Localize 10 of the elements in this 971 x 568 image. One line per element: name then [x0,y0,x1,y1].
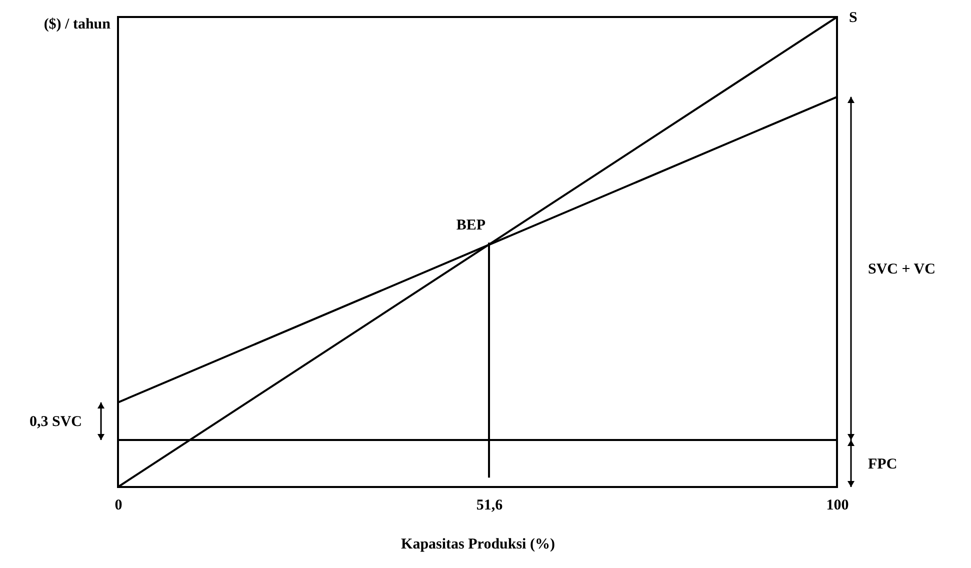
x-tick-label: 51,6 [476,498,504,514]
text: 0,3 SVC [29,414,82,430]
text: SVC + VC [868,261,936,278]
x-axis-title: Kapasitas Produksi (%) [401,536,555,552]
x-tick-label: 100 [826,498,849,514]
text: FPC [868,456,898,472]
y-axis-title: ($) / tahun [44,16,112,32]
x-tick-label: 0 [114,498,122,514]
series-label: S [849,10,858,26]
annotation: BEP [456,218,486,234]
